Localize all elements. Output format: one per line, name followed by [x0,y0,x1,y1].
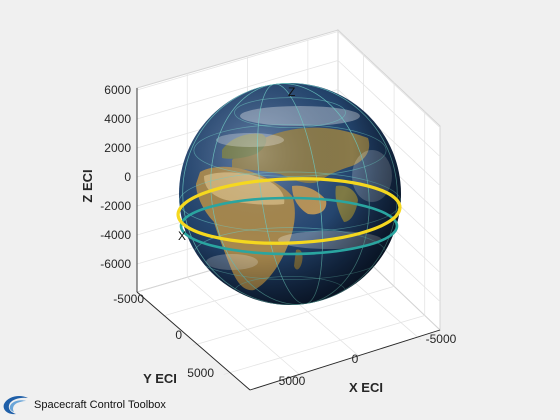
inclined-ring [176,177,402,245]
x-axis-label: X ECI [349,380,383,395]
gridline [186,276,301,376]
x-tick-labels: 5000 0 -5000 [279,332,457,388]
y-tick-label: -5000 [113,292,144,306]
y-tick-label: 0 [175,328,182,342]
gridline [337,60,441,157]
z-tick-label: 6000 [104,83,131,97]
x-axis-line [249,329,441,391]
z-tick-label: -4000 [100,228,131,242]
spacecraft-swirl-icon [3,396,29,415]
z-tick-labels: 6000 4000 2000 0 -2000 -4000 -6000 [100,83,131,271]
z-tick-label: -6000 [100,257,131,271]
y-axis-label: Y ECI [143,371,177,386]
y-tick-labels: -5000 0 5000 [113,292,214,380]
z-axis-marker: Z [288,85,295,99]
sphere-shading [179,83,401,305]
z-tick-label: 4000 [104,112,131,126]
footer: Spacecraft Control Toolbox [2,392,166,418]
x-tick-label: 0 [352,352,359,366]
axis-lines [136,88,441,391]
z-axis-label: Z ECI [80,169,95,202]
x-axis-marker: X [178,229,186,243]
z-tick-label: 2000 [104,141,131,155]
gridline [136,60,339,120]
gridline [223,315,425,375]
equatorial-ring [179,196,399,256]
gridline [136,31,339,91]
y-tick-label: 5000 [187,366,214,380]
footer-text: Spacecraft Control Toolbox [34,399,166,411]
gridline [337,31,441,128]
x-tick-label: -5000 [426,332,457,346]
y-axis-line [136,291,251,391]
x-tick-label: 5000 [279,374,306,388]
gridline [192,285,395,346]
z-tick-label: 0 [124,170,131,184]
z-tick-label: -2000 [100,199,131,213]
